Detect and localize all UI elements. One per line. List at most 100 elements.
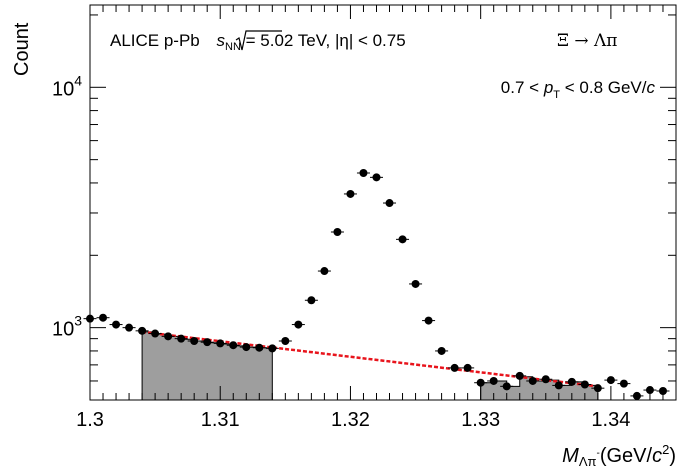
x-tick-label: 1.31 (201, 409, 240, 431)
data-point (643, 386, 657, 395)
point-marker (398, 235, 407, 244)
point-marker (567, 377, 576, 386)
data-point (526, 376, 540, 385)
point-marker (476, 378, 485, 387)
point-marker (138, 326, 147, 335)
data-point (565, 377, 579, 386)
data-point (383, 199, 397, 208)
point-marker (541, 375, 550, 384)
x-tick-label: 1.34 (591, 409, 630, 431)
point-marker (372, 173, 381, 182)
data-point (461, 363, 475, 372)
data-point (604, 376, 618, 385)
point-marker (424, 316, 433, 325)
data-point (474, 378, 488, 387)
point-marker (112, 320, 121, 329)
data-point (291, 320, 305, 329)
data-point (356, 168, 370, 177)
x-axis: 1.3 1.31 1.32 1.33 1.34 (76, 5, 677, 431)
data-points (83, 168, 670, 400)
point-marker (99, 313, 108, 322)
point-marker (554, 381, 563, 390)
point-marker (164, 332, 173, 341)
data-point (578, 380, 592, 389)
annotation-decay: Ξ → Λπ (557, 31, 617, 51)
point-marker (151, 329, 160, 338)
data-point (135, 326, 149, 335)
data-point (330, 228, 344, 237)
data-point (213, 339, 227, 348)
point-marker (489, 376, 498, 385)
point-marker (580, 380, 589, 389)
point-marker (385, 199, 394, 208)
data-point (617, 379, 631, 388)
data-point (161, 332, 175, 341)
data-point (409, 279, 423, 288)
y-axis-label: Count (11, 22, 33, 76)
plot-frame (89, 4, 677, 401)
point-marker (658, 387, 667, 396)
data-point (552, 381, 566, 390)
point-marker (216, 339, 225, 348)
data-point (396, 235, 410, 244)
data-point (109, 320, 123, 329)
y-tick-label: 104 (52, 72, 82, 100)
y-axis: 103 104 (52, 14, 676, 382)
data-point (513, 371, 527, 380)
data-point (200, 338, 214, 347)
point-marker (333, 228, 342, 237)
point-marker (515, 371, 524, 380)
fit-line (141, 330, 599, 388)
point-marker (307, 296, 316, 305)
data-point (252, 343, 266, 352)
data-point (239, 343, 253, 352)
background-fit (141, 330, 599, 388)
point-marker (463, 363, 472, 372)
annotation-pt-range: 0.7 < pT < 0.8 GeV/c (501, 78, 656, 101)
sideband-2 (480, 376, 599, 401)
point-marker (346, 189, 355, 198)
data-point (174, 334, 188, 343)
point-marker (125, 323, 134, 332)
point-marker (229, 341, 238, 350)
point-marker (320, 267, 329, 276)
point-marker (619, 379, 628, 388)
data-point (265, 344, 279, 353)
data-point (122, 323, 136, 332)
point-marker (281, 336, 290, 345)
x-tick-label: 1.33 (461, 409, 500, 431)
point-marker (502, 382, 511, 391)
point-marker (255, 343, 264, 352)
data-point (278, 336, 292, 345)
point-marker (450, 363, 459, 372)
point-marker (268, 344, 277, 353)
data-point (487, 376, 501, 385)
data-point (500, 382, 514, 391)
point-marker (190, 336, 199, 345)
data-point (304, 296, 318, 305)
x-tick-label: 1.3 (76, 409, 104, 431)
data-point (656, 387, 670, 396)
data-point (435, 346, 449, 355)
sqrt-symbol (235, 30, 282, 51)
data-point (591, 384, 605, 393)
y-tick-label: 103 (52, 313, 82, 341)
data-point (422, 316, 436, 325)
point-marker (606, 376, 615, 385)
point-marker (411, 279, 420, 288)
data-point (226, 341, 240, 350)
data-point (369, 173, 383, 182)
point-marker (203, 338, 212, 347)
data-point (317, 267, 331, 276)
data-point (343, 189, 357, 198)
point-marker (528, 376, 537, 385)
point-marker (437, 346, 446, 355)
data-point (187, 336, 201, 345)
point-marker (359, 168, 368, 177)
x-axis-label: MΛπ-(GeV/c2) (562, 442, 676, 469)
data-point (539, 375, 553, 384)
x-tick-label: 1.32 (331, 409, 370, 431)
annotation-collision: ALICE p-Pb sNN = 5.02 TeV, |η| < 0.75 (110, 31, 406, 53)
point-marker (593, 384, 602, 393)
